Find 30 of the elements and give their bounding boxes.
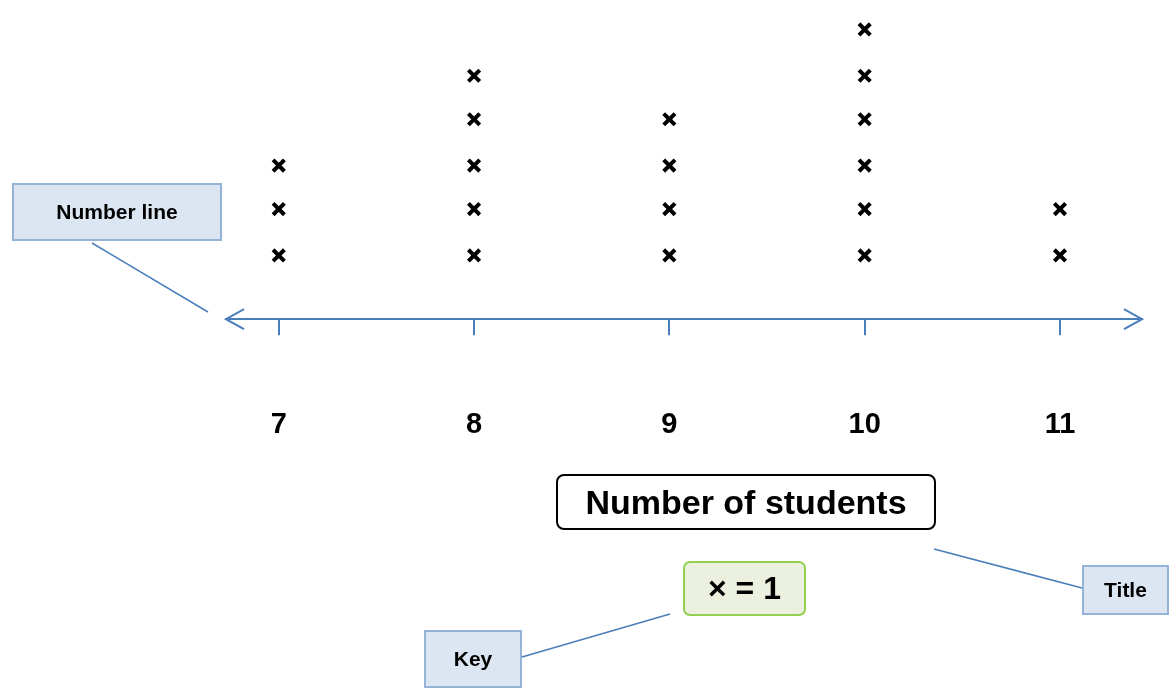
point bbox=[857, 157, 873, 174]
point bbox=[466, 157, 482, 174]
point bbox=[857, 111, 873, 127]
point bbox=[466, 111, 482, 127]
point bbox=[661, 201, 678, 217]
point bbox=[271, 157, 287, 174]
x-tick-label: 8 bbox=[465, 406, 483, 439]
point bbox=[466, 201, 482, 217]
x-tick-label: 7 bbox=[270, 406, 287, 439]
point bbox=[857, 21, 873, 38]
point bbox=[661, 157, 678, 174]
point bbox=[857, 201, 873, 217]
point bbox=[661, 247, 678, 264]
text: Title bbox=[1082, 565, 1169, 615]
point bbox=[271, 201, 287, 217]
text: Key bbox=[424, 630, 522, 688]
point bbox=[857, 68, 873, 84]
point bbox=[466, 68, 482, 84]
point bbox=[1052, 201, 1068, 217]
text: × = 1 bbox=[683, 561, 806, 616]
point bbox=[661, 111, 678, 127]
point bbox=[271, 247, 287, 264]
x-tick-label: 11 bbox=[1044, 406, 1076, 439]
point bbox=[466, 247, 482, 264]
point bbox=[857, 247, 873, 264]
text: Number line bbox=[12, 183, 222, 241]
x-tick-label: 10 bbox=[848, 406, 881, 439]
point bbox=[1052, 247, 1068, 264]
x-tick-label: 9 bbox=[661, 406, 678, 439]
text: Number of students bbox=[556, 474, 936, 530]
